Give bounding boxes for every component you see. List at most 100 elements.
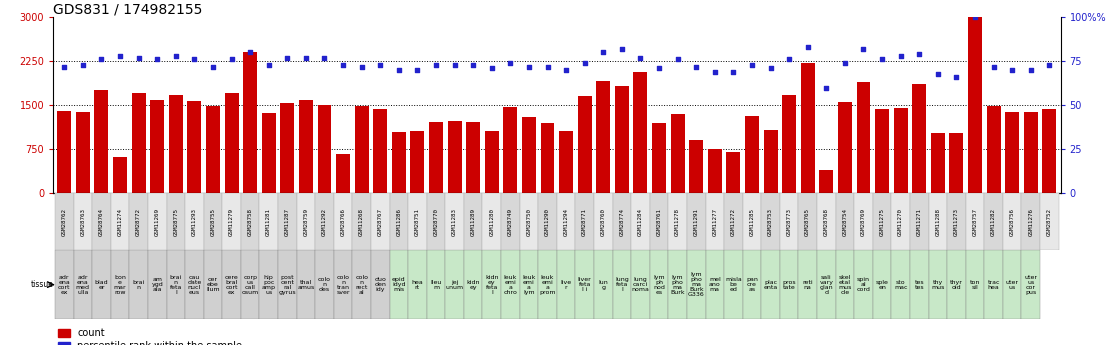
Point bbox=[687, 64, 705, 69]
Bar bbox=[92, 193, 111, 250]
Text: GSM11271: GSM11271 bbox=[917, 208, 922, 236]
Bar bbox=[244, 52, 257, 193]
Bar bbox=[241, 250, 259, 319]
Text: GSM28768: GSM28768 bbox=[824, 208, 829, 236]
Bar bbox=[817, 250, 836, 319]
Point bbox=[297, 55, 314, 60]
Bar bbox=[259, 250, 278, 319]
Point bbox=[464, 62, 482, 68]
Bar bbox=[58, 111, 71, 193]
Point bbox=[725, 69, 743, 75]
Bar bbox=[371, 250, 390, 319]
Bar bbox=[1041, 193, 1058, 250]
Bar bbox=[354, 106, 369, 193]
Bar bbox=[278, 193, 297, 250]
Bar bbox=[187, 101, 201, 193]
Bar bbox=[705, 250, 724, 319]
Point bbox=[948, 74, 965, 80]
Bar bbox=[614, 87, 629, 193]
Text: pan
cre
as: pan cre as bbox=[746, 277, 758, 292]
Bar bbox=[430, 122, 443, 193]
Text: tes
tes: tes tes bbox=[914, 280, 924, 289]
Text: sali
vary
glan
d: sali vary glan d bbox=[819, 275, 834, 295]
Point bbox=[743, 62, 761, 68]
Text: GDS831 / 174982155: GDS831 / 174982155 bbox=[53, 2, 203, 16]
Text: GSM11281: GSM11281 bbox=[267, 208, 271, 236]
Bar bbox=[855, 250, 872, 319]
Bar bbox=[94, 90, 108, 193]
Bar bbox=[426, 193, 445, 250]
Text: GSM28761: GSM28761 bbox=[656, 208, 662, 236]
Bar bbox=[872, 193, 891, 250]
Bar bbox=[223, 193, 241, 250]
Bar bbox=[724, 250, 743, 319]
Text: uter
us: uter us bbox=[1005, 280, 1018, 289]
Bar bbox=[55, 193, 73, 250]
Bar bbox=[259, 193, 278, 250]
Bar bbox=[408, 250, 426, 319]
Bar bbox=[464, 193, 483, 250]
Point bbox=[892, 53, 910, 59]
Bar bbox=[783, 95, 796, 193]
Text: GSM28754: GSM28754 bbox=[842, 208, 847, 236]
Bar bbox=[483, 250, 501, 319]
Bar bbox=[151, 100, 164, 193]
Text: jej
unum: jej unum bbox=[445, 280, 464, 289]
Text: thy
mus: thy mus bbox=[931, 280, 944, 289]
Bar bbox=[464, 250, 483, 319]
Text: leuk
emi
a
prom: leuk emi a prom bbox=[539, 275, 556, 295]
Bar bbox=[204, 250, 223, 319]
Bar bbox=[261, 113, 276, 193]
Bar bbox=[223, 250, 241, 319]
Bar bbox=[334, 250, 352, 319]
Bar bbox=[910, 250, 929, 319]
Bar bbox=[1043, 109, 1056, 193]
Point bbox=[93, 57, 111, 62]
Bar bbox=[597, 81, 610, 193]
Text: corp
us
call
osum: corp us call osum bbox=[241, 275, 259, 295]
Text: GSM11286: GSM11286 bbox=[396, 208, 402, 236]
Text: leuk
emi
a
lym: leuk emi a lym bbox=[523, 275, 536, 295]
Text: GSM11280: GSM11280 bbox=[489, 208, 494, 236]
Bar bbox=[426, 250, 445, 319]
Point bbox=[223, 57, 240, 62]
Point bbox=[408, 67, 426, 73]
Bar bbox=[948, 250, 965, 319]
Point bbox=[836, 60, 853, 66]
Bar bbox=[965, 193, 984, 250]
Bar bbox=[687, 250, 705, 319]
Bar bbox=[929, 250, 948, 319]
Bar bbox=[798, 250, 817, 319]
Bar bbox=[148, 250, 166, 319]
Text: GSM11269: GSM11269 bbox=[155, 208, 159, 236]
Text: tissue: tissue bbox=[31, 280, 53, 289]
Text: spin
al
cord: spin al cord bbox=[857, 277, 870, 292]
Text: colo
n
rect
al: colo n rect al bbox=[355, 275, 369, 295]
Text: GSM28763: GSM28763 bbox=[81, 208, 85, 236]
Text: GSM28764: GSM28764 bbox=[99, 208, 104, 236]
Bar bbox=[762, 193, 779, 250]
Bar bbox=[779, 250, 798, 319]
Text: GSM11287: GSM11287 bbox=[284, 208, 290, 236]
Bar bbox=[984, 250, 1003, 319]
Point bbox=[260, 62, 278, 68]
Bar bbox=[948, 193, 965, 250]
Point bbox=[55, 64, 73, 69]
Bar bbox=[876, 109, 889, 193]
Text: GSM28757: GSM28757 bbox=[973, 208, 977, 236]
Bar bbox=[594, 193, 612, 250]
Text: GSM28752: GSM28752 bbox=[1047, 208, 1052, 236]
Text: lung
carci
noma: lung carci noma bbox=[631, 277, 650, 292]
Bar bbox=[836, 193, 855, 250]
Bar bbox=[148, 193, 166, 250]
Bar bbox=[337, 155, 350, 193]
Bar bbox=[633, 72, 648, 193]
Text: GSM11282: GSM11282 bbox=[991, 208, 996, 236]
Bar bbox=[55, 250, 73, 319]
Bar bbox=[297, 193, 315, 250]
Bar bbox=[762, 250, 779, 319]
Bar bbox=[111, 250, 130, 319]
Point bbox=[1003, 67, 1021, 73]
Text: colo
n
des: colo n des bbox=[318, 277, 331, 292]
Bar bbox=[836, 250, 855, 319]
